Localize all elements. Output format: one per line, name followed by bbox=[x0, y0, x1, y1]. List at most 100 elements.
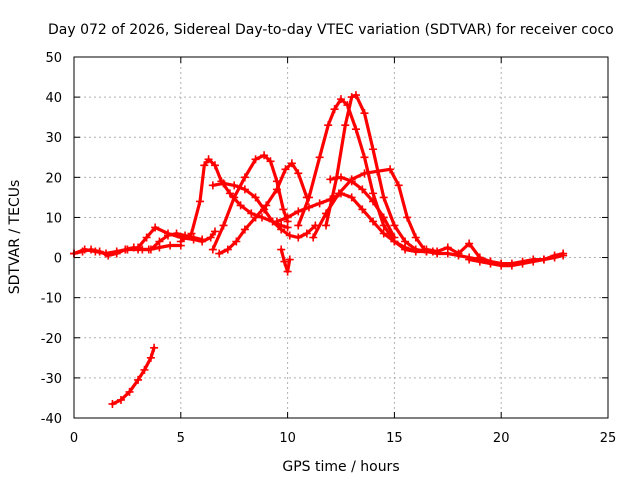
x-tick-label: 20 bbox=[493, 431, 510, 446]
data-point bbox=[196, 197, 205, 206]
data-point bbox=[379, 193, 388, 202]
data-point bbox=[373, 167, 382, 176]
data-point bbox=[386, 165, 395, 174]
data-point bbox=[334, 189, 343, 198]
series-track-tail bbox=[465, 249, 568, 270]
series-track-peak-9h bbox=[208, 151, 292, 254]
data-point bbox=[206, 233, 215, 242]
series-line-track-negative bbox=[110, 346, 156, 406]
data-point bbox=[443, 249, 452, 258]
data-point bbox=[208, 181, 217, 190]
series-track-peak-10h bbox=[215, 159, 311, 258]
data-point bbox=[294, 233, 303, 242]
x-axis-label: GPS time / hours bbox=[282, 459, 399, 475]
data-point bbox=[277, 245, 286, 254]
data-point bbox=[390, 233, 399, 242]
data-point bbox=[283, 213, 292, 222]
data-point bbox=[529, 257, 538, 266]
data-point bbox=[285, 231, 294, 240]
y-axis-label: SDTVAR / TECUs bbox=[7, 180, 23, 295]
y-tick-label: 10 bbox=[45, 211, 62, 226]
data-point bbox=[369, 145, 378, 154]
data-point bbox=[225, 189, 234, 198]
data-point bbox=[465, 239, 474, 248]
series-line-track-rise-15h bbox=[311, 167, 435, 254]
data-point bbox=[166, 241, 175, 250]
data-point bbox=[294, 221, 303, 230]
data-point bbox=[266, 157, 275, 166]
data-point bbox=[280, 257, 289, 266]
data-point bbox=[337, 95, 345, 104]
data-point bbox=[189, 235, 198, 244]
data-point bbox=[559, 249, 568, 258]
y-tick-label: 20 bbox=[45, 171, 62, 186]
data-point bbox=[315, 199, 324, 208]
series-line-track-dip-10h bbox=[279, 247, 292, 274]
data-point bbox=[208, 245, 217, 254]
series-track-late-rise-3h bbox=[123, 223, 219, 254]
data-point bbox=[401, 243, 410, 252]
data-point bbox=[304, 203, 313, 212]
data-point bbox=[236, 201, 245, 210]
data-point bbox=[379, 213, 388, 222]
data-point bbox=[223, 245, 232, 254]
data-point bbox=[215, 249, 224, 258]
data-point bbox=[403, 213, 412, 222]
plot-frame bbox=[73, 56, 609, 419]
data-point bbox=[539, 255, 548, 264]
data-point bbox=[210, 227, 219, 236]
y-tick-label: -40 bbox=[41, 412, 62, 427]
data-point bbox=[324, 121, 333, 130]
data-point bbox=[379, 229, 388, 238]
series-line-track-late-rise-3h bbox=[125, 225, 217, 252]
y-tick-label: -10 bbox=[41, 292, 62, 307]
chart-title: Day 072 of 2026, Sidereal Day-to-day VTE… bbox=[48, 22, 614, 38]
data-point bbox=[294, 169, 303, 178]
y-tick-label: -20 bbox=[41, 332, 62, 347]
series-line-track-main-peak-13h bbox=[324, 93, 428, 254]
data-point bbox=[279, 205, 288, 214]
data-point bbox=[347, 193, 356, 202]
data-point bbox=[390, 221, 399, 230]
data-point bbox=[260, 205, 269, 214]
data-point bbox=[433, 249, 442, 258]
data-point bbox=[134, 243, 143, 252]
axis-ticks: 0 5 10 15 20 25 50 40 30 20 10 0 -10 -20 -30 -40 bbox=[41, 51, 617, 446]
data-point bbox=[240, 173, 249, 182]
data-point bbox=[240, 225, 249, 234]
data-point bbox=[219, 221, 228, 230]
data-point bbox=[155, 237, 164, 246]
data-point bbox=[347, 177, 356, 186]
data-point bbox=[518, 259, 527, 268]
data-point bbox=[287, 159, 296, 168]
data-point bbox=[151, 223, 160, 232]
data-point bbox=[486, 259, 495, 268]
data-series-layer bbox=[70, 91, 568, 408]
data-point bbox=[219, 179, 228, 188]
x-tick-label: 15 bbox=[386, 431, 403, 446]
data-point bbox=[281, 165, 290, 174]
data-point bbox=[422, 247, 431, 256]
data-point bbox=[108, 399, 117, 408]
data-point bbox=[176, 237, 185, 246]
data-point bbox=[210, 161, 219, 170]
data-point bbox=[146, 353, 155, 362]
y-tick-label: 50 bbox=[45, 51, 62, 66]
data-point bbox=[187, 229, 196, 238]
data-point bbox=[138, 245, 147, 254]
data-point bbox=[260, 151, 269, 160]
data-point bbox=[369, 189, 378, 198]
data-point bbox=[283, 267, 292, 276]
data-point bbox=[497, 261, 506, 270]
data-point bbox=[262, 201, 271, 210]
data-point bbox=[134, 375, 143, 384]
data-point bbox=[78, 247, 87, 256]
data-point bbox=[146, 245, 155, 254]
y-tick-label: -30 bbox=[41, 372, 62, 387]
data-point bbox=[326, 195, 335, 204]
series-line-track-tail bbox=[467, 251, 565, 268]
data-point bbox=[322, 221, 331, 230]
data-point bbox=[351, 125, 360, 134]
data-point bbox=[272, 185, 281, 194]
